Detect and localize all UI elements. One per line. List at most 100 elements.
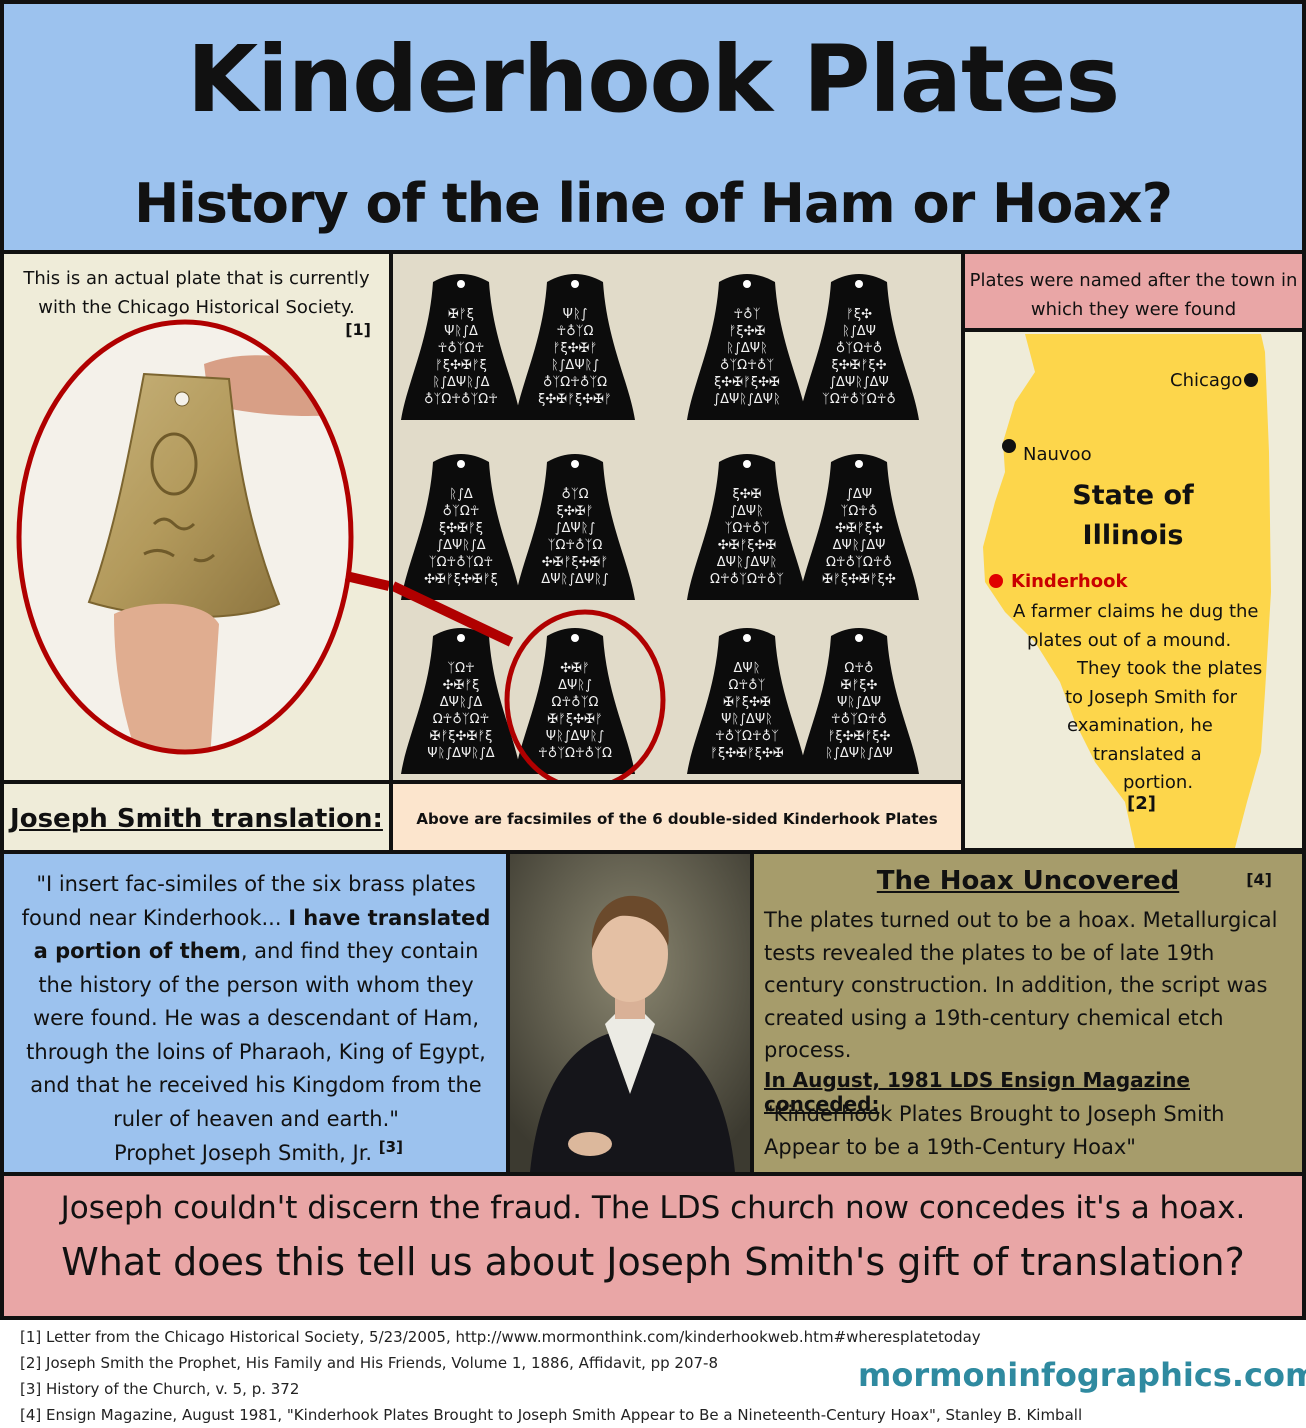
svg-text:♁ᛉΩ☥: ♁ᛉΩ☥ [443,504,480,519]
svg-text:Ω☥♁ᛉΩ☥♁ᛉ: Ω☥♁ᛉΩ☥♁ᛉ [710,572,784,587]
svg-text:ᛉΩ☥♁ᛉ: ᛉΩ☥♁ᛉ [725,521,770,536]
svg-text:♁ᛉΩ☥♁: ♁ᛉΩ☥♁ [836,341,882,356]
svg-text:ΔΨᚱ∫ΔΨᚱ∫: ΔΨᚱ∫ΔΨᚱ∫ [541,572,609,587]
hoax-citation: [4] [1246,870,1272,889]
svg-text:ξ✣✠: ξ✣✠ [732,487,761,502]
svg-text:✠ᚠξ✣✠ᚠξ: ✠ᚠξ✣✠ᚠξ [430,729,493,744]
quote-text: , and find they contain the history of t… [26,939,486,1131]
nauvoo-marker [1002,439,1016,453]
quote-text: "I insert fac-similes of the six brass p… [21,872,476,930]
svg-text:ᚱ∫ΔΨᚱ∫ΔΨ: ᚱ∫ΔΨᚱ∫ΔΨ [825,746,892,761]
joseph-smith-portrait [510,854,750,1172]
svg-text:Ψᚱ∫: Ψᚱ∫ [563,307,588,322]
kinderhook-marker [989,574,1003,588]
plates-facsimile-grid: ✠ᚠξΨᚱ∫Δ☥♁ᛉΩ☥ᚠξ✣✠ᚠξᚱ∫ΔΨᚱ∫Δ♁ᛉΩ☥♁ᛉΩ☥Ψᚱ∫☥♁ᛉΩ… [393,274,919,780]
svg-text:☥♁ᛉΩ☥: ☥♁ᛉΩ☥ [438,341,485,356]
illinois-map-panel: Chicago Nauvoo State of Illinois Kinderh… [961,328,1306,852]
svg-text:ᛉΩ☥♁ᛉΩ☥: ᛉΩ☥♁ᛉΩ☥ [429,555,493,570]
plate-facsimile: ✠ᚠξ Ψᚱ∫Δ ☥♁ᛉΩ☥ ᚠξ✣✠ᚠξ ᚱ∫ΔΨᚱ∫Δ ♁ᛉΩ☥♁ᛉΩ☥ [401,274,521,420]
footnote: [1] Letter from the Chicago Historical S… [20,1328,981,1346]
translation-heading: Joseph Smith translation: [10,804,383,834]
svg-text:ξ✣✠ᚠξ✣✠ᚠ: ξ✣✠ᚠξ✣✠ᚠ [538,392,612,407]
photo-caption: This is an actual plate that is currentl… [23,268,370,318]
map-caption: Plates were named after the town in whic… [961,250,1306,332]
state-label: State of Illinois [1063,476,1203,556]
svg-text:ᚠξ✣✠ᚠξ✣✠: ᚠξ✣✠ᚠξ✣✠ [710,746,784,761]
facsimile-caption: Above are facsimiles of the 6 double-sid… [389,780,965,854]
svg-text:∫ΔΨᚱ∫: ∫ΔΨᚱ∫ [555,521,596,536]
conclusion-banner: Joseph couldn't discern the fraud. The L… [0,1172,1306,1320]
svg-text:✣✠ᚠξ: ✣✠ᚠξ [443,678,480,693]
hoax-heading: The Hoax Uncovered [876,866,1180,896]
site-name: mormoninfographics.com [858,1356,1306,1394]
svg-text:ᛉΩ☥♁ᛉΩ: ᛉΩ☥♁ᛉΩ [548,538,603,553]
svg-text:ᚱ∫ΔΨᚱ: ᚱ∫ΔΨᚱ [726,341,768,356]
svg-text:∫ΔΨᚱ: ∫ΔΨᚱ [730,504,764,519]
svg-text:ΔΨᚱ∫ΔΨ: ΔΨᚱ∫ΔΨ [833,538,886,553]
connector-line [393,581,514,647]
plate-facsimile: ☥♁ᛉ ᚠξ✣✠ ᚱ∫ΔΨᚱ ♁ᛉΩ☥♁ᛉ ξ✣✠ᚠξ✣✠ ∫ΔΨᚱ∫ΔΨᚱ [687,274,807,420]
svg-text:ᚱ∫ΔΨᚱ∫: ᚱ∫ΔΨᚱ∫ [551,358,599,373]
svg-text:Ω☥♁ᛉΩ: Ω☥♁ᛉΩ [552,695,599,710]
state-label-line2: Illinois [1082,520,1184,551]
map-note-line: to Joseph Smith for [1065,686,1238,708]
svg-text:∫ΔΨᚱ∫Δ: ∫ΔΨᚱ∫Δ [436,538,485,553]
svg-text:✣✠ᚠξ✣: ✣✠ᚠξ✣ [835,521,883,536]
plate-facsimile: ᚱ∫Δ ♁ᛉΩ☥ ξ✣✠ᚠξ ∫ΔΨᚱ∫Δ ᛉΩ☥♁ᛉΩ☥ ✣✠ᚠξ✣✠ᚠξ [401,454,521,600]
svg-text:ᚠξ✣✠ᚠ: ᚠξ✣✠ᚠ [553,341,598,356]
svg-text:Ψᚱ∫ΔΨᚱ∫: Ψᚱ∫ΔΨᚱ∫ [546,729,605,744]
svg-text:✠ᚠξ✣: ✠ᚠξ✣ [841,678,878,693]
svg-text:ᚠξ✣✠ᚠξ: ᚠξ✣✠ᚠξ [435,358,487,373]
svg-text:ᚠξ✣✠: ᚠξ✣✠ [729,324,766,339]
actual-plate-photo [16,319,389,755]
svg-text:♁ᛉΩ☥♁ᛉ: ♁ᛉΩ☥♁ᛉ [720,358,774,373]
svg-text:♁ᛉΩ: ♁ᛉΩ [561,487,588,502]
svg-text:ᚱ∫ΔΨᚱ∫Δ: ᚱ∫ΔΨᚱ∫Δ [432,375,489,390]
svg-text:Ω☥♁ᛉΩ☥♁: Ω☥♁ᛉΩ☥♁ [826,555,892,570]
svg-text:ΔΨᚱ: ΔΨᚱ [734,661,761,676]
svg-text:✣✠ᚠξ✣✠ᚠ: ✣✠ᚠξ✣✠ᚠ [542,555,608,570]
svg-text:✠ᚠξ✣✠: ✠ᚠξ✣✠ [723,695,771,710]
svg-text:ΔΨᚱ∫: ΔΨᚱ∫ [558,678,592,693]
chicago-marker [1244,373,1258,387]
map-citation: [2] [1127,793,1156,814]
plate-facsimile: ♁ᛉΩ ξ✣✠ᚠ ∫ΔΨᚱ∫ ᛉΩ☥♁ᛉΩ ✣✠ᚠξ✣✠ᚠ ΔΨᚱ∫ΔΨᚱ∫ [515,454,635,600]
map-note-line: portion. [1123,772,1194,793]
footnote: [3] History of the Church, v. 5, p. 372 [20,1380,300,1398]
svg-text:Ω☥♁: Ω☥♁ [844,661,873,676]
footnotes: [1] Letter from the Chicago Historical S… [20,1324,1220,1428]
svg-text:∫ΔΨᚱ∫ΔΨᚱ: ∫ΔΨᚱ∫ΔΨᚱ [713,392,780,407]
svg-text:ΔΨᚱ∫Δ: ΔΨᚱ∫Δ [440,695,483,710]
footnote: [2] Joseph Smith the Prophet, His Family… [20,1354,719,1372]
attribution-text: Prophet Joseph Smith, Jr. [114,1141,373,1165]
illinois-map [983,334,1271,848]
plate-facsimile: ∫ΔΨ ᛉΩ☥♁ ✣✠ᚠξ✣ ΔΨᚱ∫ΔΨ Ω☥♁ᛉΩ☥♁ ✠ᚠξ✣✠ᚠξ✣ [799,454,919,600]
svg-text:♁ᛉΩ☥♁ᛉΩ☥: ♁ᛉΩ☥♁ᛉΩ☥ [424,392,498,407]
portrait-panel [506,850,754,1176]
svg-text:✣✠ᚠ: ✣✠ᚠ [560,661,590,676]
plate-facsimile: ΔΨᚱ Ω☥♁ᛉ ✠ᚠξ✣✠ Ψᚱ∫ΔΨᚱ ☥♁ᛉΩ☥♁ᛉ ᚠξ✣✠ᚠξ✣✠ [687,628,807,774]
hoax-text: The plates turned out to be a hoax. Meta… [764,908,1278,1062]
plate-facsimile: ✣✠ᚠ ΔΨᚱ∫ Ω☥♁ᛉΩ ✠ᚠξ✣✠ᚠ Ψᚱ∫ΔΨᚱ∫ ☥♁ᛉΩ☥♁ᛉΩ [515,628,635,774]
svg-text:☥♁ᛉΩ☥♁: ☥♁ᛉΩ☥♁ [831,712,887,727]
quote-bold-text: I have translated a portion of them [33,905,491,964]
map-note-line: A farmer claims he dug the [1013,601,1259,622]
map-note-line: They took the plates [1077,658,1263,679]
plate-facsimile: ξ✣✠ ∫ΔΨᚱ ᛉΩ☥♁ᛉ ✣✠ᚠξ✣✠ ΔΨᚱ∫ΔΨᚱ Ω☥♁ᛉΩ☥♁ᛉ [687,454,807,600]
svg-text:☥♁ᛉΩ: ☥♁ᛉΩ [557,324,594,339]
map-note-line: plates out of a mound. [1027,629,1232,651]
state-label-line1: State of [1072,480,1194,511]
translation-quote-panel: "I insert fac-similes of the six brass p… [0,850,510,1176]
svg-text:ᛉΩ☥: ᛉΩ☥ [447,661,474,676]
quote-citation: [3] [378,1138,403,1156]
svg-text:ξ✣✠ᚠξ✣✠: ξ✣✠ᚠξ✣✠ [714,375,780,390]
photo-citation: [1] [345,320,371,339]
svg-text:∫ΔΨᚱ∫ΔΨ: ∫ΔΨᚱ∫ΔΨ [829,375,889,390]
hoax-subheading: In August, 1981 LDS Ensign Magazine conc… [764,1068,1190,1116]
svg-text:☥♁ᛉΩ☥♁ᛉ: ☥♁ᛉΩ☥♁ᛉ [715,729,779,744]
svg-text:ᚱ∫Δ: ᚱ∫Δ [449,487,473,502]
hoax-panel: The Hoax Uncovered [4] The plates turned… [750,850,1306,1176]
svg-text:Ψᚱ∫ΔΨ: Ψᚱ∫ΔΨ [837,695,881,710]
plate-facsimile: ᛉΩ☥ ✣✠ᚠξ ΔΨᚱ∫Δ Ω☥♁ᛉΩ☥ ✠ᚠξ✣✠ᚠξ Ψᚱ∫ΔΨᚱ∫Δ [401,628,521,774]
banner-line-1: Joseph couldn't discern the fraud. The L… [60,1190,1246,1226]
